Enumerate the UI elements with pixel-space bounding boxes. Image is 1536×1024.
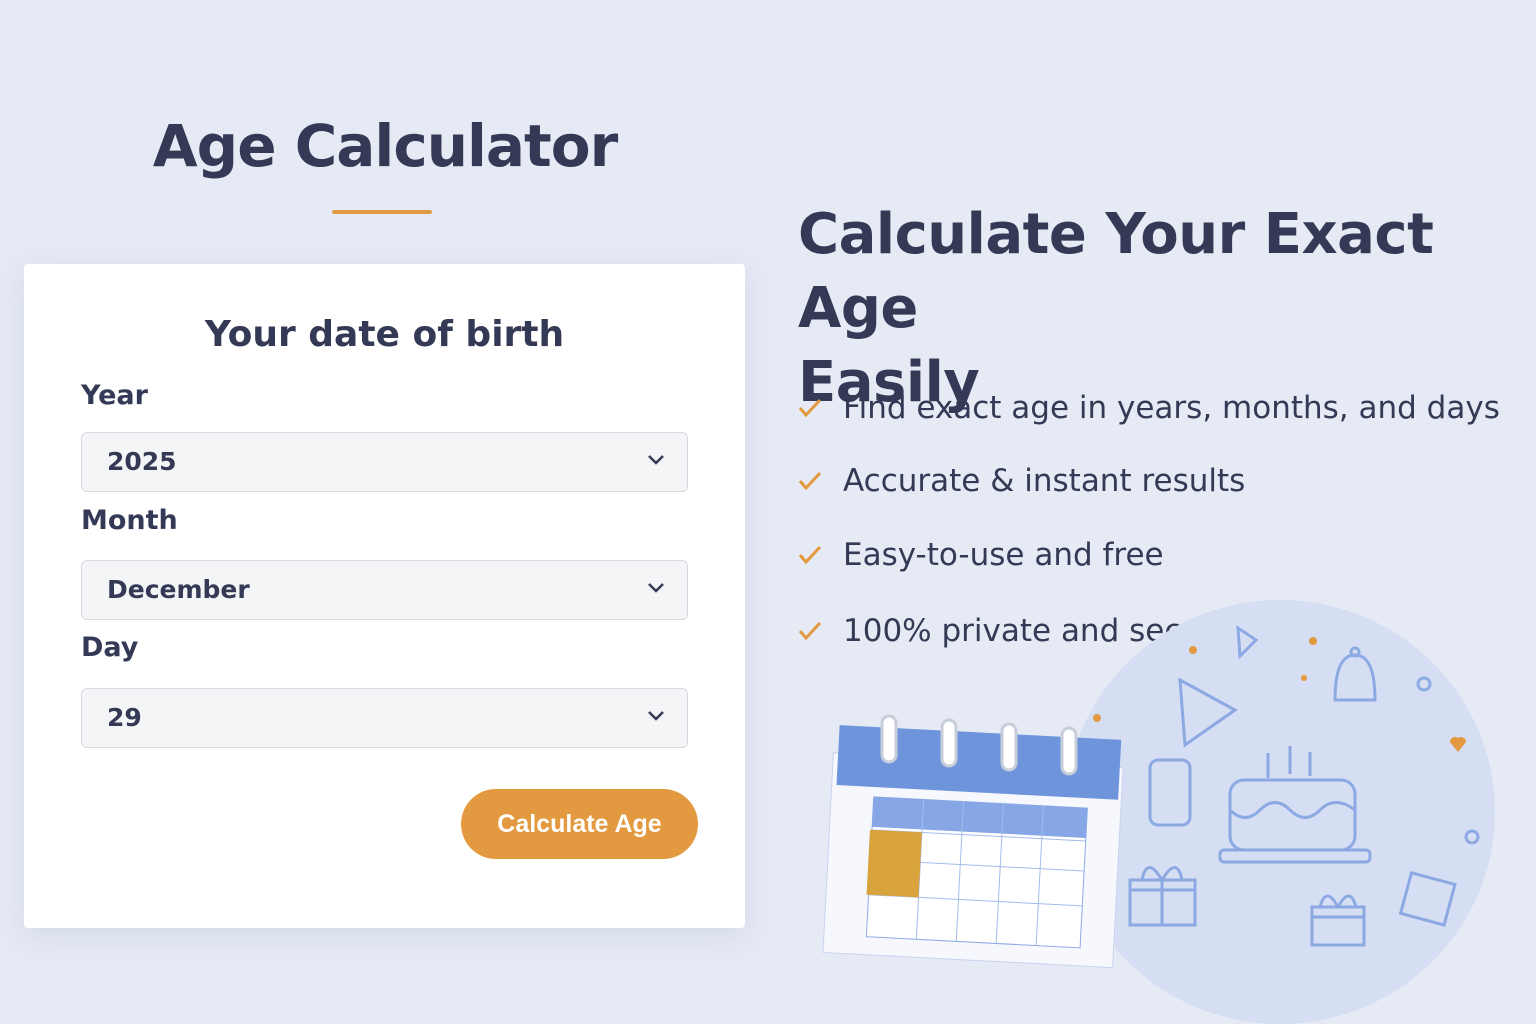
chevron-down-icon (648, 455, 664, 465)
chevron-down-icon (648, 583, 664, 593)
check-icon (798, 621, 822, 641)
day-value: 29 (107, 703, 142, 732)
birthday-cake-icon (1218, 746, 1372, 864)
year-value: 2025 (107, 447, 177, 476)
year-select[interactable]: 2025 (81, 432, 688, 492)
calculate-age-button[interactable]: Calculate Age (461, 789, 698, 859)
background-circle (1065, 600, 1495, 1024)
check-icon (798, 471, 822, 491)
month-select[interactable]: December (81, 560, 688, 620)
gift-icon (1128, 866, 1197, 927)
bell-icon (1333, 646, 1377, 702)
hero-line-1: Calculate Your Exact Age (798, 202, 1434, 341)
birthday-illustration (822, 600, 1495, 1024)
title-underline (332, 210, 432, 214)
hero-heading: Calculate Your Exact Age Easily (798, 198, 1536, 420)
page-title: Age Calculator (152, 112, 618, 180)
hero-line-2: Easily (798, 350, 980, 415)
day-select[interactable]: 29 (81, 688, 688, 748)
month-value: December (107, 575, 250, 604)
feature-text: Find exact age in years, months, and day… (843, 390, 1500, 426)
party-hat-icon (1178, 677, 1238, 748)
day-label: Day (81, 632, 139, 663)
month-label: Month (81, 505, 178, 536)
check-icon (798, 545, 822, 565)
dob-form-card: Your date of birth Year 2025 Month Decem… (24, 264, 745, 928)
feature-text: Accurate & instant results (843, 463, 1246, 499)
calendar-icon (822, 714, 1124, 969)
check-icon (798, 398, 822, 418)
gift-icon (1310, 894, 1366, 947)
chevron-down-icon (648, 711, 664, 721)
form-heading: Your date of birth (204, 314, 565, 355)
feature-text: Easy-to-use and free (843, 537, 1164, 573)
gift-icon (1398, 870, 1457, 927)
year-label: Year (81, 380, 148, 411)
